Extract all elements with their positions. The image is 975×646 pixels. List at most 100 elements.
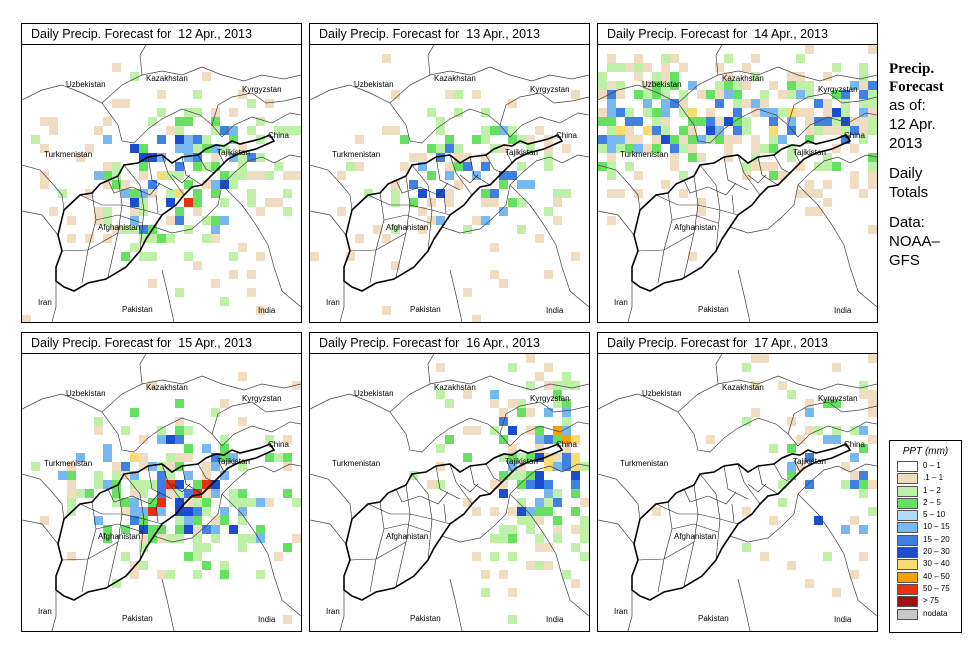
precip-cell bbox=[643, 63, 652, 72]
province-border bbox=[683, 175, 699, 278]
precip-cell bbox=[211, 453, 220, 462]
precip-cell bbox=[805, 180, 814, 189]
precip-cell bbox=[499, 180, 508, 189]
precip-cell bbox=[103, 525, 112, 534]
legend-swatch bbox=[897, 583, 918, 595]
precip-cell bbox=[643, 81, 652, 90]
precip-cell bbox=[652, 81, 661, 90]
precip-cell bbox=[175, 534, 184, 543]
precip-cell bbox=[850, 570, 859, 579]
precip-cell bbox=[238, 498, 247, 507]
precip-cell bbox=[31, 462, 40, 471]
province-border bbox=[419, 491, 449, 505]
precip-cell bbox=[508, 135, 517, 144]
precip-cell bbox=[787, 81, 796, 90]
precip-map: Uzbekistan Kazakhstan Kyrgyzstan China Turkm… bbox=[22, 45, 301, 322]
precip-cell bbox=[175, 498, 184, 507]
precip-cell bbox=[463, 153, 472, 162]
precip-cell bbox=[571, 543, 580, 552]
country-label: Tajikistan bbox=[217, 148, 250, 157]
precip-cell bbox=[193, 261, 202, 270]
precip-cell bbox=[661, 81, 670, 90]
data-label-2: NOAA– bbox=[889, 233, 940, 250]
precip-cell bbox=[571, 480, 580, 489]
precip-cell bbox=[625, 144, 634, 153]
precip-cell bbox=[157, 570, 166, 579]
precip-map: Uzbekistan Kazakhstan Kyrgyzstan China Turkm… bbox=[310, 45, 589, 322]
precip-cell bbox=[166, 453, 175, 462]
precip-cell bbox=[679, 63, 688, 72]
precip-cell bbox=[166, 198, 175, 207]
forecast-panel-3: Daily Precip. Forecast for 14 Apr., 2013… bbox=[597, 23, 878, 323]
country-label: Iran bbox=[614, 607, 628, 616]
precip-cell bbox=[850, 126, 859, 135]
precip-cell bbox=[220, 180, 229, 189]
precip-cell bbox=[157, 153, 166, 162]
precip-cell bbox=[193, 489, 202, 498]
precip-cell bbox=[265, 198, 274, 207]
precip-cell bbox=[553, 390, 562, 399]
province-border bbox=[383, 523, 431, 533]
precip-cell bbox=[562, 444, 571, 453]
precip-cell bbox=[175, 489, 184, 498]
country-label: India bbox=[258, 615, 276, 624]
precip-cell bbox=[535, 426, 544, 435]
country-label: Tajikistan bbox=[217, 457, 250, 466]
precip-cell bbox=[436, 153, 445, 162]
province-border bbox=[61, 541, 119, 561]
precip-cell bbox=[535, 498, 544, 507]
precip-cell bbox=[571, 507, 580, 516]
precip-cell bbox=[202, 471, 211, 480]
precip-cell bbox=[283, 489, 292, 498]
precip-cell bbox=[868, 153, 877, 162]
country-label: Afghanistan bbox=[98, 532, 140, 541]
precip-cell bbox=[391, 126, 400, 135]
precip-cell bbox=[859, 108, 868, 117]
country-border bbox=[211, 92, 301, 126]
precip-cell bbox=[706, 90, 715, 99]
precip-cell bbox=[94, 480, 103, 489]
precip-cell bbox=[103, 480, 112, 489]
province-border bbox=[657, 501, 673, 593]
precip-cell bbox=[544, 480, 553, 489]
precip-cell bbox=[346, 162, 355, 171]
precip-cell bbox=[805, 453, 814, 462]
country-label: India bbox=[546, 306, 564, 315]
precip-cell bbox=[850, 171, 859, 180]
precip-grid bbox=[598, 45, 877, 261]
precip-cell bbox=[238, 516, 247, 525]
province-border bbox=[773, 463, 791, 483]
precip-cell bbox=[814, 99, 823, 108]
precip-cell bbox=[607, 216, 616, 225]
precip-map: Uzbekistan Kazakhstan Kyrgyzstan China Turkm… bbox=[598, 354, 877, 631]
precip-cell bbox=[193, 144, 202, 153]
precip-cell bbox=[553, 453, 562, 462]
province-border bbox=[671, 523, 719, 533]
legend-item: nodata bbox=[890, 608, 961, 620]
precip-cell bbox=[859, 471, 868, 480]
precip-cell bbox=[67, 552, 76, 561]
afghanistan-border bbox=[55, 134, 276, 292]
precip-cell bbox=[67, 471, 76, 480]
precip-cell bbox=[742, 117, 751, 126]
province-border bbox=[131, 182, 161, 196]
province-border bbox=[161, 154, 185, 196]
precip-cell bbox=[742, 81, 751, 90]
precip-cell bbox=[436, 480, 445, 489]
precip-cell bbox=[796, 90, 805, 99]
precip-cell bbox=[202, 135, 211, 144]
precip-cell bbox=[49, 207, 58, 216]
precip-cell bbox=[553, 189, 562, 198]
precip-cell bbox=[184, 525, 193, 534]
precip-cell bbox=[193, 153, 202, 162]
country-border bbox=[22, 84, 223, 144]
precip-cell bbox=[508, 126, 517, 135]
precip-cell bbox=[553, 198, 562, 207]
precip-cell bbox=[175, 207, 184, 216]
province-border bbox=[155, 194, 159, 214]
country-border bbox=[737, 269, 751, 322]
precip-cell bbox=[175, 126, 184, 135]
daily-label-1: Daily bbox=[889, 165, 923, 182]
precip-cell bbox=[103, 216, 112, 225]
precip-cell bbox=[382, 306, 391, 315]
